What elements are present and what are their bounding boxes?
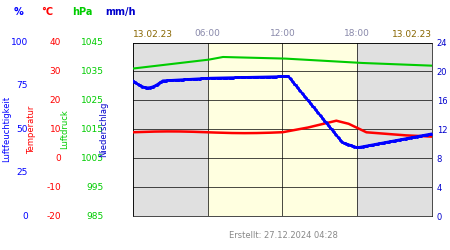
Text: 1005: 1005 [81,154,104,163]
Text: %: % [13,7,23,17]
Text: 1025: 1025 [81,96,104,105]
Text: 1045: 1045 [81,38,104,47]
Text: 40: 40 [50,38,61,47]
Text: Luftfeuchtigkeit: Luftfeuchtigkeit [3,96,12,162]
Text: 1015: 1015 [81,125,104,134]
Text: Temperatur: Temperatur [27,105,36,154]
Text: 25: 25 [17,168,28,177]
Text: 13.02.23: 13.02.23 [392,30,432,39]
Text: 1035: 1035 [81,67,104,76]
Text: Erstellt: 27.12.2024 04:28: Erstellt: 27.12.2024 04:28 [229,231,338,240]
Text: 995: 995 [87,183,104,192]
Text: 13.02.23: 13.02.23 [133,30,173,39]
Text: -10: -10 [46,183,61,192]
Text: 985: 985 [87,212,104,221]
Text: 50: 50 [17,125,28,134]
Text: 10: 10 [50,125,61,134]
Text: mm/h: mm/h [105,7,135,17]
Text: 100: 100 [11,38,28,47]
Text: Luftdruck: Luftdruck [60,110,69,149]
Text: 20: 20 [50,96,61,105]
Bar [207,42,357,216]
Text: 0: 0 [22,212,28,221]
Text: 75: 75 [17,82,28,90]
Text: 0: 0 [55,154,61,163]
Text: °C: °C [41,7,53,17]
Text: 30: 30 [50,67,61,76]
Text: -20: -20 [46,212,61,221]
Text: Niederschlag: Niederschlag [99,102,108,157]
Text: hPa: hPa [72,7,92,17]
